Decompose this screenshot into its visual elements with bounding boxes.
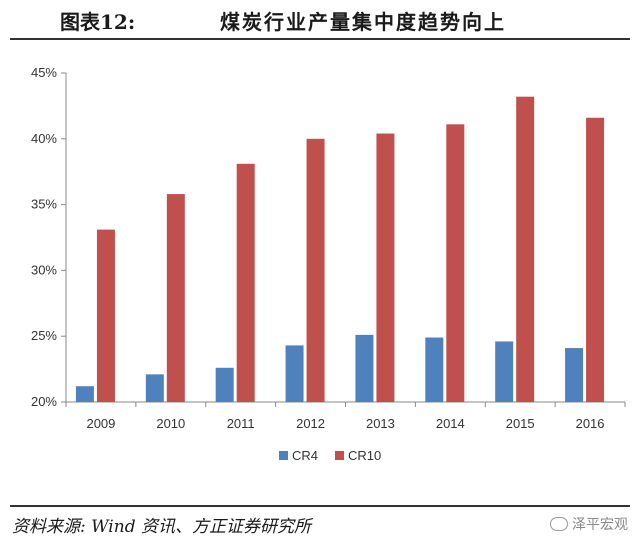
x-tick-label: 2011 [227,416,255,431]
bar-cr10-2012 [306,138,325,403]
source-note: 资料来源: Wind 资讯、方正证券研究所 [12,517,311,537]
watermark: 泽平宏观 [550,514,628,534]
bar-cr10-2013 [376,133,395,402]
y-tick-label: 20% [31,394,57,409]
bar-cr4-2010 [145,374,164,402]
bar-cr4-2016 [565,348,584,402]
watermark-text: 泽平宏观 [572,517,628,533]
bar-cr10-2009 [96,229,115,402]
bar-cr10-2014 [446,124,465,402]
x-tick-label: 2014 [436,416,465,431]
bar-cr4-2012 [285,345,304,402]
legend-swatch-cr4 [279,451,288,460]
y-tick-label: 40% [31,131,57,146]
wechat-icon [550,517,568,531]
x-tick-label: 2013 [366,416,395,431]
bar-cr10-2016 [586,117,605,402]
bar-cr4-2009 [75,386,94,402]
top-rule [10,38,630,40]
y-tick-label: 25% [31,328,57,343]
x-tick-label: 2010 [156,416,185,431]
legend-swatch-cr10 [335,451,344,460]
x-tick-label: 2009 [86,416,115,431]
bar-cr10-2015 [516,96,535,403]
x-tick-label: 2016 [576,416,605,431]
y-tick-label: 30% [31,262,57,277]
x-tick-label: 2012 [296,416,325,431]
bar-chart: 20% 25% 30% 35% 40% 45% 2009 2010 2011 2012 2013 20… [31,65,626,463]
bar-cr10-2011 [236,163,255,402]
bar-cr4-2013 [355,334,374,402]
y-tick-label: 45% [31,65,57,80]
x-tick-label: 2015 [506,416,535,431]
bar-cr10-2010 [166,194,185,402]
bar-cr4-2011 [215,367,234,402]
legend-label-cr10: CR10 [348,448,381,463]
y-tick-label: 35% [31,197,57,212]
bar-cr4-2015 [495,341,514,402]
figure-header: 图表12: 煤炭行业产量集中度趋势向上 [0,0,640,40]
bottom-rule [10,505,630,507]
legend-label-cr4: CR4 [292,448,318,463]
chart-title: 煤炭行业产量集中度趋势向上 [220,10,506,34]
figure-label: 图表12: [60,10,136,34]
bar-cr4-2014 [425,337,444,402]
